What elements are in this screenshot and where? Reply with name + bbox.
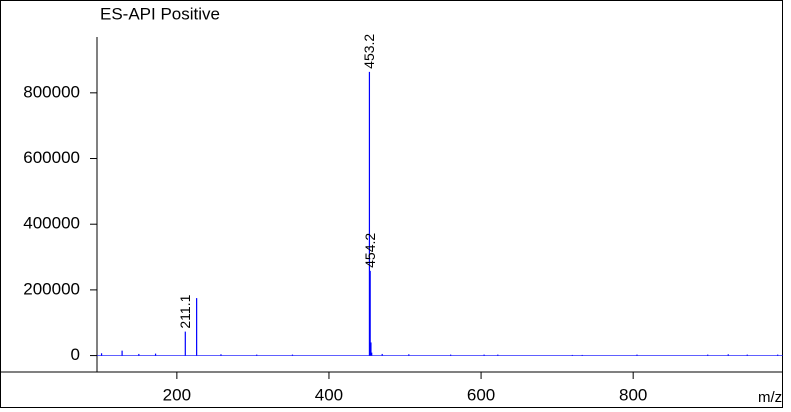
chart-title: ES-API Positive — [100, 4, 220, 23]
y-tick-label: 600000 — [23, 148, 80, 167]
peak-label: 454.2 — [362, 233, 378, 268]
peak-label: 453.2 — [361, 34, 377, 69]
peak-label: 211.1 — [177, 294, 193, 328]
y-tick-label: 800000 — [23, 82, 80, 101]
x-tick-label: 200 — [163, 385, 191, 404]
x-tick-label: 800 — [619, 385, 647, 404]
y-tick-label: 400000 — [23, 214, 80, 233]
y-tick-label: 200000 — [23, 279, 80, 298]
x-axis-label: m/z — [758, 389, 782, 406]
y-tick-label: 0 — [71, 345, 80, 364]
x-tick-label: 400 — [315, 385, 343, 404]
x-tick-label: 600 — [467, 385, 495, 404]
